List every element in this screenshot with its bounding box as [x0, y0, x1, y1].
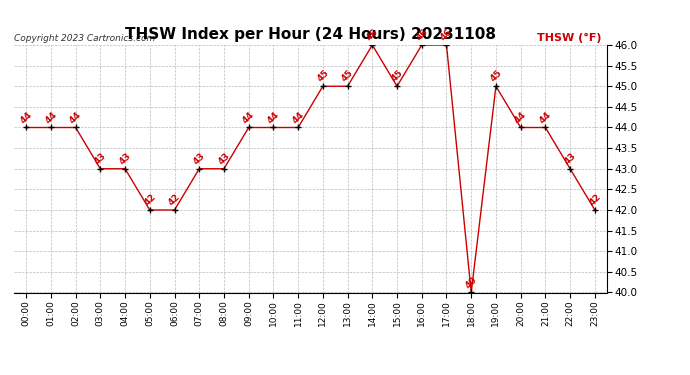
Text: 45: 45 — [489, 69, 504, 84]
Text: 44: 44 — [43, 110, 59, 125]
Text: 44: 44 — [266, 110, 281, 125]
Text: Copyright 2023 Cartronics.com: Copyright 2023 Cartronics.com — [14, 33, 155, 42]
Text: THSW (°F): THSW (°F) — [537, 33, 601, 42]
Text: 45: 45 — [389, 69, 404, 84]
Text: 43: 43 — [117, 151, 132, 166]
Text: 42: 42 — [142, 192, 157, 207]
Text: 44: 44 — [538, 110, 553, 125]
Text: 40: 40 — [464, 275, 479, 290]
Text: 44: 44 — [290, 110, 306, 125]
Text: 46: 46 — [439, 27, 454, 42]
Text: 45: 45 — [340, 69, 355, 84]
Text: 43: 43 — [562, 151, 578, 166]
Text: 44: 44 — [241, 110, 257, 125]
Text: 42: 42 — [587, 192, 602, 207]
Text: 44: 44 — [513, 110, 529, 125]
Text: 43: 43 — [192, 151, 207, 166]
Text: 44: 44 — [68, 110, 83, 125]
Text: 44: 44 — [19, 110, 34, 125]
Text: 43: 43 — [217, 151, 232, 166]
Text: 46: 46 — [365, 27, 380, 42]
Title: THSW Index per Hour (24 Hours) 20231108: THSW Index per Hour (24 Hours) 20231108 — [125, 27, 496, 42]
Text: 43: 43 — [92, 151, 108, 166]
Text: 45: 45 — [315, 69, 331, 84]
Text: 42: 42 — [167, 192, 182, 207]
Text: 46: 46 — [414, 27, 429, 42]
